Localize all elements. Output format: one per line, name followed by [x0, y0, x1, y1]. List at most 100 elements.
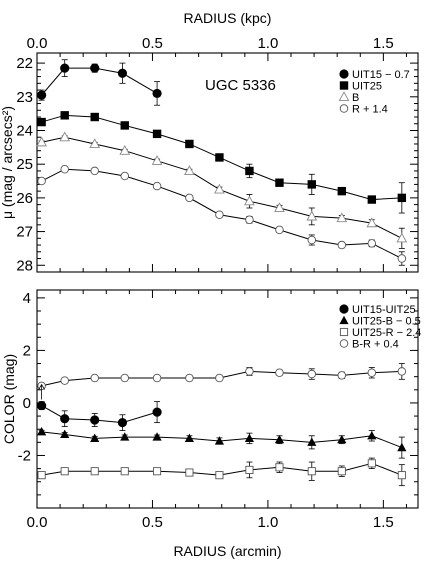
top-y-tick-label: 24: [16, 122, 33, 139]
bottom-plot-frame: [36, 289, 419, 509]
bottom-data-point: [120, 467, 129, 476]
top-legend-label: R + 1.4: [352, 104, 388, 116]
bottom-data-point: [60, 467, 69, 476]
top-data-point: [214, 183, 225, 194]
top-data-point: [185, 139, 194, 149]
bottom-data-point: [37, 471, 46, 480]
top-data-point: [337, 240, 347, 250]
top-data-point: [275, 178, 284, 187]
top-data-point: [307, 235, 317, 245]
bottom-data-point: [185, 468, 194, 477]
top-data-point: [90, 166, 99, 176]
bottom-data-point: [37, 400, 47, 411]
top-data-point: [90, 63, 100, 73]
top-series-r-1-4: [37, 164, 407, 266]
top-axis-tick-label: 0.5: [142, 35, 163, 52]
top-y-tick-label: 22: [16, 55, 33, 72]
bottom-legend-label: B-R + 0.4: [352, 339, 399, 351]
bottom-data-point: [397, 367, 407, 376]
bottom-data-point: [307, 467, 316, 476]
bottom-data-point: [397, 471, 406, 480]
bottom-data-point: [307, 437, 317, 446]
bottom-data-point: [245, 465, 254, 474]
top-data-point: [60, 111, 69, 120]
bottom-y-tick-label: 2: [23, 342, 31, 359]
top-data-point: [396, 232, 408, 243]
bottom-series-uit15-uit25: [37, 400, 162, 431]
bottom-data-point: [337, 434, 347, 444]
top-data-point: [37, 176, 46, 186]
top-data-point: [60, 63, 70, 73]
top-data-point: [152, 129, 162, 139]
bottom-x-tick-label: 0.5: [142, 514, 163, 531]
top-data-point: [37, 117, 46, 127]
top-data-point: [152, 88, 162, 99]
bottom-data-point: [90, 373, 99, 383]
galaxy-name-annotation: UGC 5336: [205, 77, 276, 94]
top-legend-marker: [339, 69, 349, 79]
top-legend-marker: [338, 91, 350, 102]
bottom-data-point: [245, 367, 254, 376]
top-data-point: [119, 144, 131, 155]
bottom-data-point: [214, 436, 225, 445]
bottom-y-tick-label: 0: [23, 395, 31, 412]
bottom-data-point: [215, 373, 224, 383]
bottom-data-point: [367, 459, 376, 468]
top-data-point: [120, 121, 129, 130]
top-data-point: [37, 90, 47, 100]
bottom-data-point: [60, 414, 70, 424]
bottom-legend-marker: [339, 327, 349, 337]
top-data-point: [184, 165, 195, 175]
top-data-point: [307, 180, 316, 189]
bottom-series-uit25-b-0-5: [37, 427, 407, 459]
top-data-point: [366, 217, 378, 228]
bottom-legend-marker: [339, 315, 349, 325]
top-data-point: [90, 112, 99, 122]
bottom-data-point: [153, 467, 162, 476]
top-y-axis-title: μ (mag / arcsecs²): [0, 106, 15, 219]
bottom-data-point: [337, 467, 346, 476]
bottom-data-point: [185, 373, 194, 383]
bottom-legend-label: UIT15-UIT25: [352, 304, 416, 316]
bottom-data-point: [90, 415, 100, 425]
bottom-series-b-r-0-4: [37, 363, 407, 391]
top-data-point: [152, 181, 162, 191]
bottom-data-point: [367, 368, 377, 377]
bottom-data-point: [90, 433, 100, 442]
bottom-y-axis-title: COLOR (mag): [1, 354, 17, 444]
top-data-point: [59, 131, 71, 142]
top-data-point: [274, 202, 285, 213]
bottom-y-tick-label: 4: [23, 290, 31, 307]
top-data-point: [245, 215, 254, 225]
bottom-legend-marker: [339, 339, 349, 348]
bottom-data-point: [60, 376, 69, 385]
top-axis-title: RADIUS (kpc): [184, 10, 272, 26]
top-data-point: [245, 166, 254, 176]
top-plot-frame: [36, 52, 419, 273]
bottom-data-point: [215, 471, 224, 480]
bottom-data-point: [184, 433, 194, 442]
top-data-point: [397, 254, 407, 263]
bottom-data-point: [307, 369, 317, 379]
bottom-data-point: [152, 432, 162, 441]
top-axis-tick-label: 0.0: [27, 35, 48, 52]
bottom-series-line: [41, 405, 158, 424]
bottom-data-point: [117, 418, 128, 428]
top-data-point: [215, 153, 224, 162]
top-data-point: [306, 210, 318, 221]
bottom-data-point: [397, 442, 407, 452]
bottom-legend-label: UIT25-B − 0.5: [352, 316, 421, 328]
top-panel: RADIUS (kpc) 0.0 0.5 1.0 1.5 22 23 24 25 26 27 28 μ …: [0, 10, 419, 274]
bottom-data-point: [367, 430, 377, 440]
bottom-data-point: [275, 463, 284, 472]
top-y-tick-label: 28: [16, 257, 33, 274]
top-series-b: [36, 131, 408, 249]
top-legend-label: UIT25: [352, 81, 382, 93]
bottom-legend-label: UIT25-R − 2.4: [352, 327, 421, 339]
top-legend-marker: [339, 104, 349, 113]
bottom-data-point: [337, 371, 347, 380]
top-axis-tick-label: 1.5: [373, 35, 394, 52]
bottom-data-point: [60, 429, 70, 439]
bottom-data-point: [120, 432, 130, 441]
